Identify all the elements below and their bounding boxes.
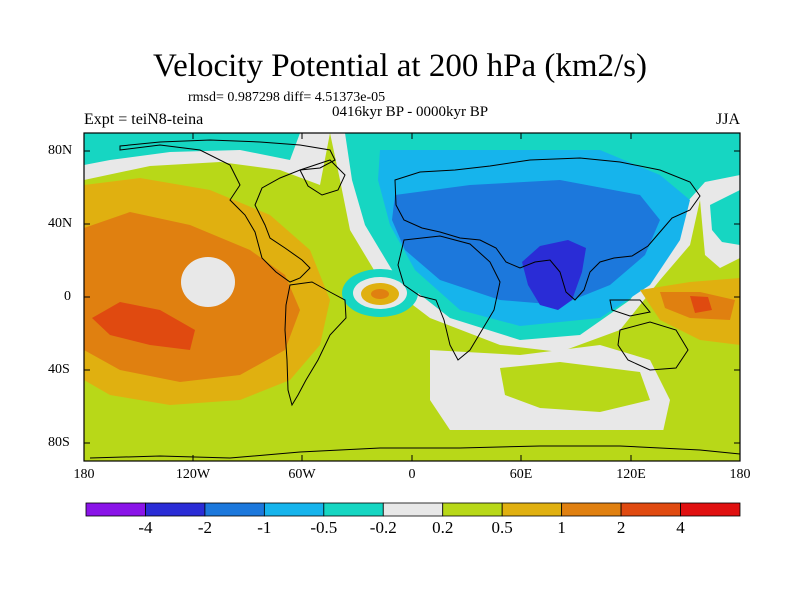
coastlines xyxy=(89,139,740,459)
colorbar-swatch xyxy=(145,502,206,517)
x-tick-label: 180 xyxy=(73,467,95,482)
colorbar-label: 4 xyxy=(676,518,685,537)
y-tick-label: 40S xyxy=(48,362,70,377)
colorbar-swatch xyxy=(85,502,146,517)
x-tick-label: 0 xyxy=(408,467,416,482)
y-tick-label: 40N xyxy=(48,216,73,231)
colorbar-swatch xyxy=(442,502,503,517)
x-tick-label: 120W xyxy=(175,467,211,482)
experiment-label: Expt = teiN8-teina xyxy=(84,111,204,128)
y-tick-label: 80N xyxy=(48,143,73,158)
colorbar-swatch xyxy=(382,502,444,517)
x-tick-label: 120E xyxy=(616,467,646,482)
colorbar-swatch xyxy=(680,502,741,517)
y-tick-label: 80S xyxy=(48,435,70,450)
colorbar-label: -0.5 xyxy=(310,518,338,537)
colorbar-label: 2 xyxy=(616,518,626,537)
x-tick-label: 60W xyxy=(288,467,316,482)
colorbar-label: -2 xyxy=(197,518,212,537)
colorbar-label: -1 xyxy=(257,518,272,537)
colorbar-label: -0.2 xyxy=(369,518,397,537)
colorbar-swatch xyxy=(561,502,622,517)
axis-ticks xyxy=(83,133,741,461)
colorbar-swatch xyxy=(323,502,384,517)
colorbar-label: -4 xyxy=(138,518,153,537)
colorbar-label: 0.2 xyxy=(432,518,454,537)
x-tick-label: 60E xyxy=(509,467,533,482)
colorbar-swatch xyxy=(204,502,265,517)
colorbar-label: 1 xyxy=(557,518,566,537)
period-label: 0416kyr BP - 0000kyr BP xyxy=(331,104,489,120)
colorbar-swatch xyxy=(620,502,681,517)
contour-fill xyxy=(84,133,740,461)
colorbar xyxy=(85,502,741,517)
stats-line: rmsd= 0.987298 diff= 4.51373e-05 xyxy=(188,90,386,105)
colorbar-swatch xyxy=(263,502,325,517)
y-tick-label: 0 xyxy=(64,289,71,304)
plot-title: Velocity Potential at 200 hPa (km2/s) xyxy=(152,48,648,84)
colorbar-swatch xyxy=(501,502,563,517)
x-tick-label: 180 xyxy=(729,467,751,482)
colorbar-label: 0.5 xyxy=(491,518,513,537)
season-label: JJA xyxy=(716,111,741,128)
